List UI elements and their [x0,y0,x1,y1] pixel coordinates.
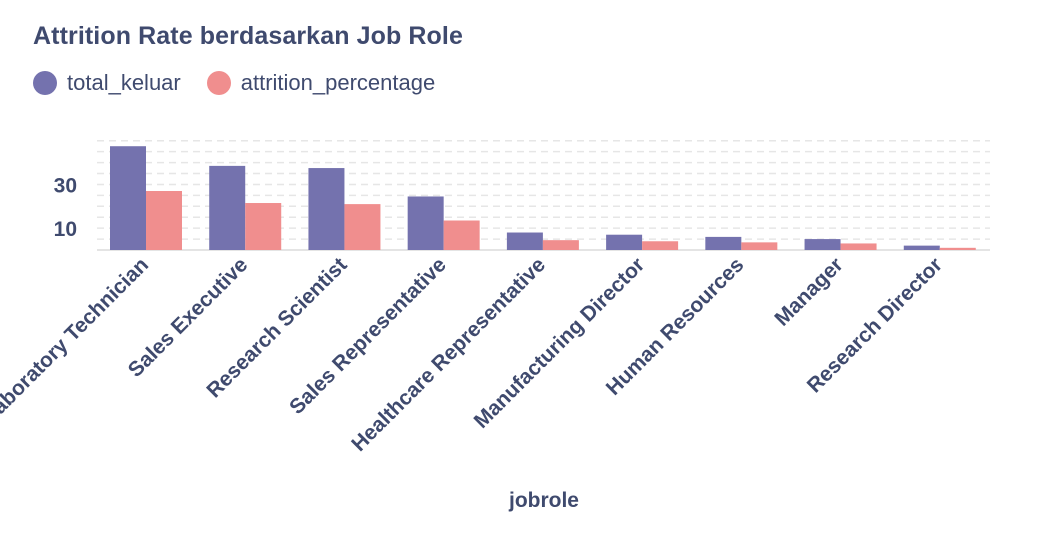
y-axis-ticks: 10 30 [54,174,77,241]
legend-label-attrition-percentage: attrition_percentage [240,70,436,95]
legend-swatch-total-keluar [33,71,57,95]
x-tick-label: Manager [770,253,847,330]
bar-total-keluar[interactable] [606,234,643,250]
legend-swatch-attrition-percentage [206,71,231,95]
legend-item-attrition-percentage[interactable]: attrition_percentage [206,70,436,96]
bar-attrition-percentage[interactable] [443,220,480,250]
bar-total-keluar[interactable] [308,168,345,250]
bar-attrition-percentage[interactable] [642,241,679,250]
y-tick-label: 10 [54,218,77,241]
bar-total-keluar[interactable] [506,232,543,250]
bar-attrition-percentage[interactable] [245,203,282,250]
bar-total-keluar[interactable] [903,245,940,250]
bar-total-keluar[interactable] [407,196,444,250]
bar-attrition-percentage[interactable] [146,191,182,250]
legend-item-total-keluar[interactable]: total_keluar [33,70,181,96]
bar-total-keluar[interactable] [110,146,146,250]
x-tick-label: Manufacturing Director [470,253,650,433]
legend-label-total-keluar: total_keluar [67,70,181,95]
bar-attrition-percentage[interactable] [542,240,579,250]
bar-attrition-percentage[interactable] [840,243,877,250]
bar-total-keluar[interactable] [804,239,841,250]
bar-attrition-percentage[interactable] [344,204,381,250]
bars [110,146,976,250]
chart-title: Attrition Rate berdasarkan Job Role [33,22,463,50]
x-tick-label: Laboratory Technician [0,253,153,427]
legend: total_keluar attrition_percentage [33,70,461,96]
bar-attrition-percentage[interactable] [939,247,976,250]
x-axis-title: jobrole [508,489,579,512]
bar-attrition-percentage[interactable] [741,242,778,250]
y-tick-label: 30 [54,174,77,197]
x-tick-label: Healthcare Representative [347,253,550,456]
bar-total-keluar[interactable] [209,165,246,250]
bar-total-keluar[interactable] [705,236,742,250]
